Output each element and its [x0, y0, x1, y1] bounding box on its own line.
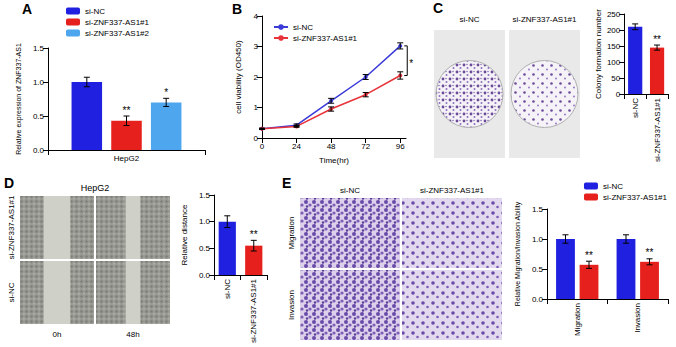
svg-text:1.0: 1.0 [532, 235, 544, 244]
svg-text:si-NC: si-NC [293, 23, 313, 32]
svg-text:si-ZNF337-AS1#1: si-ZNF337-AS1#1 [293, 34, 358, 43]
svg-text:Migration: Migration [287, 217, 296, 250]
svg-text:2: 2 [254, 73, 259, 82]
svg-text:si-NC: si-NC [631, 98, 640, 118]
svg-text:**: ** [585, 250, 593, 261]
svg-text:si-ZNF337-AS1#1: si-ZNF337-AS1#1 [249, 278, 258, 343]
svg-text:0.0: 0.0 [33, 146, 45, 155]
svg-text:si-ZNF337-AS1#1: si-ZNF337-AS1#1 [603, 193, 668, 202]
svg-text:si-NC: si-NC [7, 282, 16, 302]
svg-text:1: 1 [254, 103, 259, 112]
svg-text:72: 72 [361, 142, 370, 151]
svg-text:0.5: 0.5 [532, 265, 544, 274]
svg-text:1.0: 1.0 [199, 217, 211, 226]
svg-text:3: 3 [254, 42, 259, 51]
svg-text:**: ** [646, 247, 654, 258]
svg-text:1.5: 1.5 [33, 44, 45, 53]
svg-text:**: ** [653, 34, 661, 45]
svg-text:C: C [433, 0, 443, 16]
svg-text:0h: 0h [53, 330, 62, 339]
svg-text:1.5: 1.5 [532, 205, 544, 214]
svg-text:Invasion: Invasion [287, 290, 296, 320]
svg-text:50: 50 [611, 74, 620, 83]
svg-text:si-ZNF337-AS1#1: si-ZNF337-AS1#1 [653, 97, 662, 162]
svg-text:A: A [22, 1, 32, 17]
svg-text:cell viability (OD450): cell viability (OD450) [234, 40, 243, 114]
svg-text:si-NC: si-NC [223, 279, 232, 299]
svg-text:0.5: 0.5 [33, 112, 45, 121]
svg-text:si-ZNF337-AS1#2: si-ZNF337-AS1#2 [85, 29, 150, 38]
svg-text:0.5: 0.5 [199, 244, 211, 253]
svg-text:HepG2: HepG2 [81, 183, 110, 193]
svg-text:0.0: 0.0 [199, 271, 211, 280]
svg-text:si-ZNF337-AS1#1: si-ZNF337-AS1#1 [7, 195, 16, 260]
svg-text:48: 48 [327, 142, 336, 151]
svg-text:24: 24 [292, 142, 301, 151]
svg-text:0.0: 0.0 [532, 295, 544, 304]
svg-text:0: 0 [616, 90, 621, 99]
svg-text:200: 200 [607, 26, 621, 35]
svg-text:48h: 48h [126, 330, 139, 339]
svg-text:D: D [4, 175, 14, 191]
svg-text:si-NC: si-NC [340, 186, 360, 195]
svg-text:150: 150 [607, 42, 621, 51]
svg-text:Colony formation number: Colony formation number [594, 9, 603, 99]
svg-text:96: 96 [396, 142, 405, 151]
svg-text:Migration: Migration [573, 303, 582, 336]
svg-text:Relative distance: Relative distance [180, 204, 189, 265]
svg-text:**: ** [250, 229, 258, 240]
svg-text:E: E [282, 175, 291, 191]
svg-text:100: 100 [607, 58, 621, 67]
svg-text:si-ZNF337-AS1#1: si-ZNF337-AS1#1 [85, 18, 150, 27]
svg-text:si-NC: si-NC [603, 182, 623, 191]
svg-text:Invasion: Invasion [633, 303, 642, 333]
svg-text:B: B [232, 1, 242, 17]
svg-text:250: 250 [607, 10, 621, 19]
svg-text:si-ZNF337-AS1#1: si-ZNF337-AS1#1 [420, 186, 485, 195]
svg-text:*: * [164, 87, 168, 98]
svg-text:0: 0 [254, 134, 259, 143]
svg-text:si-NC: si-NC [85, 7, 105, 16]
svg-text:*: * [409, 58, 413, 69]
svg-text:0: 0 [260, 142, 265, 151]
svg-text:Time(hr): Time(hr) [319, 156, 349, 165]
svg-text:4: 4 [254, 12, 259, 21]
svg-text:si-ZNF337-AS1#1: si-ZNF337-AS1#1 [512, 15, 577, 24]
svg-text:**: ** [123, 105, 131, 116]
svg-text:1.0: 1.0 [33, 78, 45, 87]
svg-text:1.5: 1.5 [199, 191, 211, 200]
svg-text:Relative Migration/Invasion Ab: Relative Migration/Invasion Ability [514, 201, 522, 306]
svg-text:si-NC: si-NC [460, 15, 480, 24]
svg-text:HepG2: HepG2 [114, 154, 140, 163]
svg-text:Relative expression of ZNF337-: Relative expression of ZNF337-AS1 [15, 43, 23, 155]
